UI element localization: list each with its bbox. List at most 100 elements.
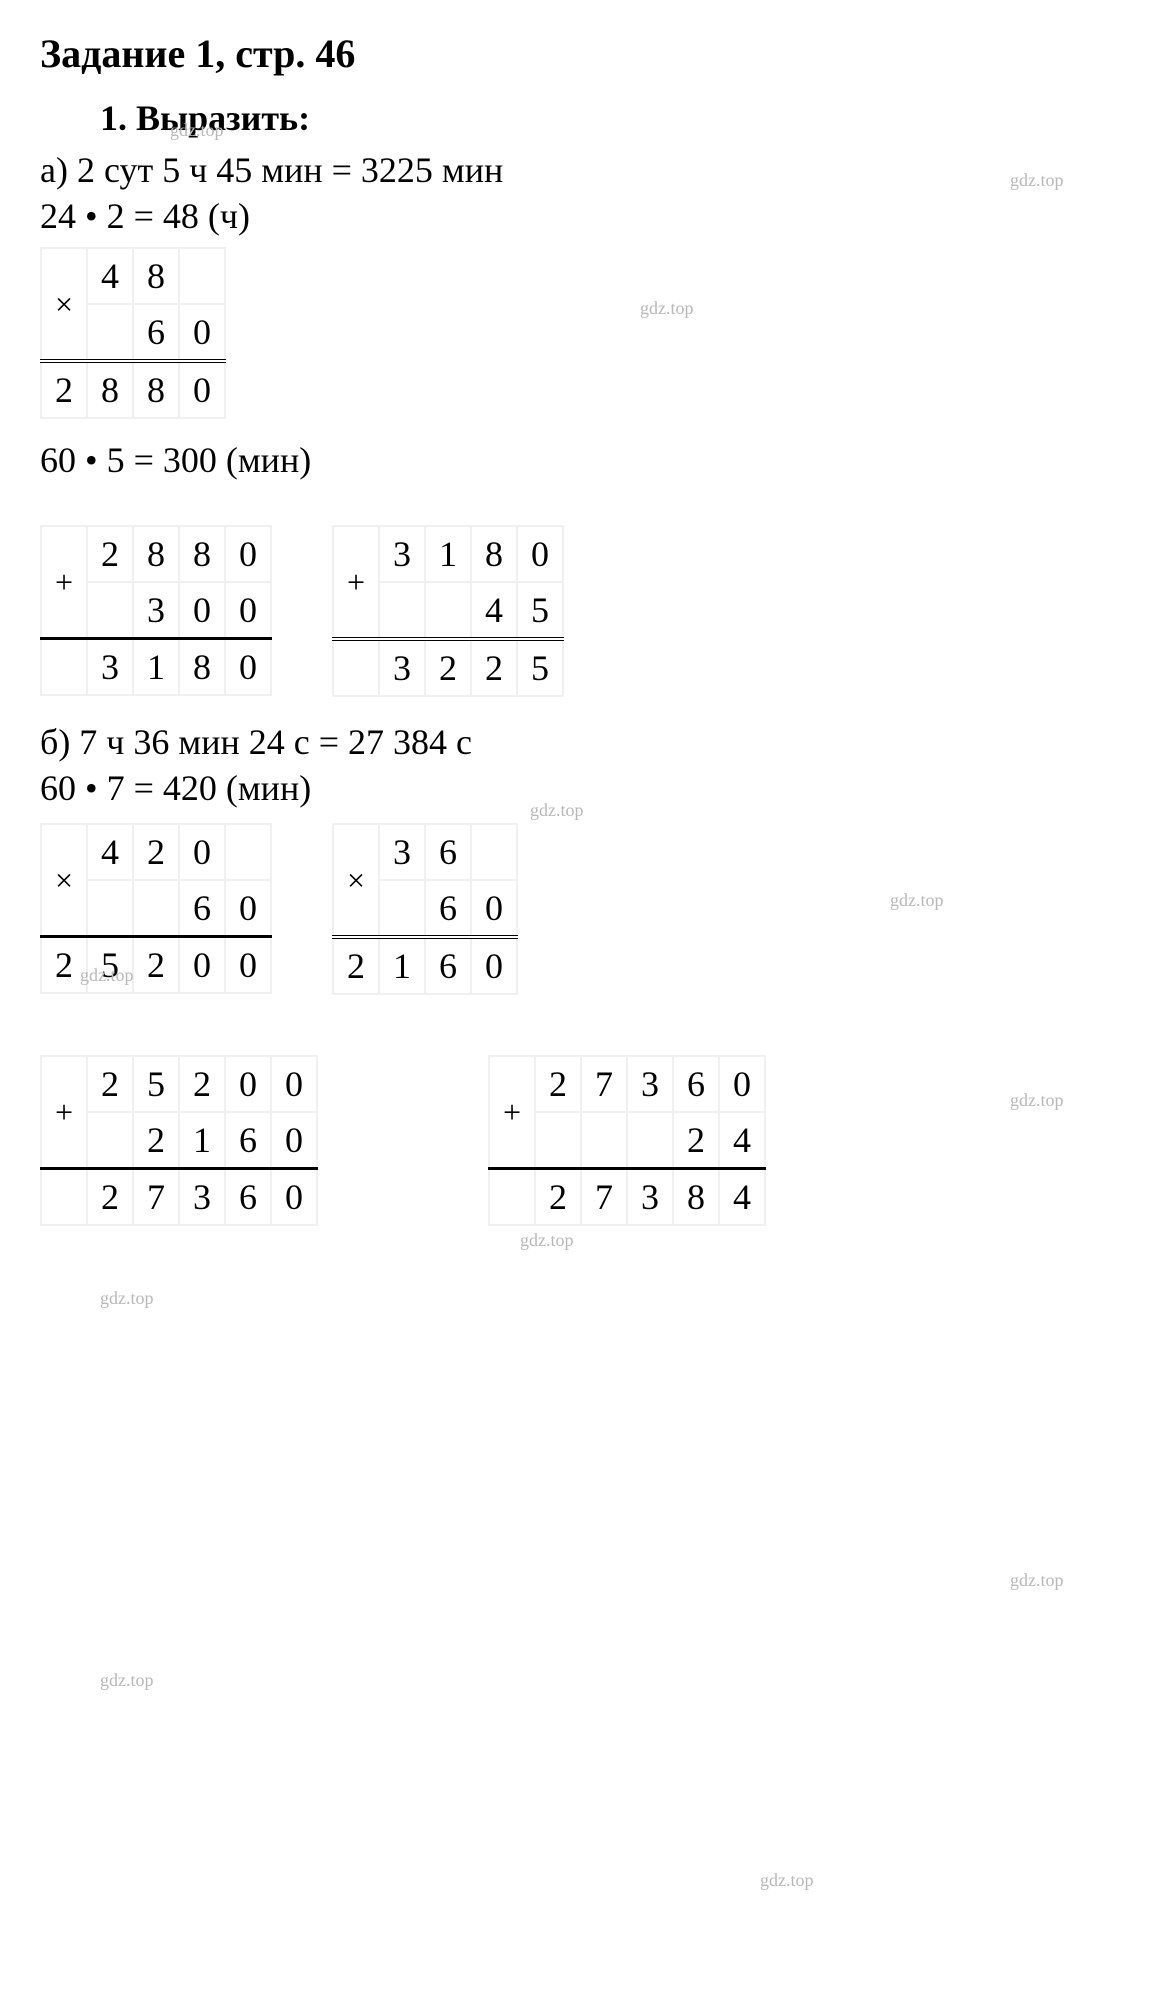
cell bbox=[225, 824, 271, 880]
cell: 3 bbox=[379, 639, 425, 696]
cell: 6 bbox=[179, 880, 225, 937]
part-b-label: б) 7 ч 36 мин 24 с = 27 384 с bbox=[40, 721, 1120, 763]
cell: 0 bbox=[471, 880, 517, 937]
cell bbox=[535, 1112, 581, 1169]
watermark-text: gdz.top bbox=[100, 1288, 154, 1309]
cell: 0 bbox=[225, 526, 271, 582]
cell bbox=[87, 1112, 133, 1169]
cell bbox=[425, 582, 471, 639]
cell: 6 bbox=[425, 880, 471, 937]
table-pair-2: ×4206025200 ×36602160 bbox=[40, 813, 1120, 1015]
watermark-text: gdz.top bbox=[1010, 1090, 1064, 1111]
cell bbox=[333, 639, 379, 696]
cell: 2 bbox=[87, 526, 133, 582]
cell: 3 bbox=[87, 639, 133, 696]
cell bbox=[627, 1112, 673, 1169]
cell: 2 bbox=[133, 937, 179, 994]
cell bbox=[87, 304, 133, 361]
cell: 0 bbox=[179, 304, 225, 361]
cell: 2 bbox=[179, 1056, 225, 1112]
cell: 5 bbox=[517, 582, 563, 639]
table-1-container: ×48602880 bbox=[40, 247, 1120, 419]
cell: 2 bbox=[425, 639, 471, 696]
arithmetic-table: ×36602160 bbox=[332, 823, 518, 995]
cell: 0 bbox=[179, 361, 225, 418]
cell: 2 bbox=[133, 824, 179, 880]
watermark-text: gdz.top bbox=[520, 1230, 574, 1251]
arithmetic-table: +3180453225 bbox=[332, 525, 564, 697]
arithmetic-table: +25200216027360 bbox=[40, 1055, 318, 1226]
cell: 6 bbox=[133, 304, 179, 361]
cell: 4 bbox=[719, 1112, 765, 1169]
cell: 3 bbox=[379, 526, 425, 582]
cell: 3 bbox=[379, 824, 425, 880]
watermark-text: gdz.top bbox=[80, 965, 134, 986]
cell bbox=[133, 880, 179, 937]
cell: 4 bbox=[719, 1169, 765, 1226]
cell: 0 bbox=[225, 880, 271, 937]
arithmetic-table: +28803003180 bbox=[40, 525, 272, 696]
operation-symbol: + bbox=[41, 526, 87, 639]
cell: 2 bbox=[333, 937, 379, 994]
arithmetic-table: ×4206025200 bbox=[40, 823, 272, 994]
part-a-calc1: 24 • 2 = 48 (ч) bbox=[40, 195, 1120, 237]
cell: 3 bbox=[627, 1056, 673, 1112]
cell: 1 bbox=[379, 937, 425, 994]
cell: 0 bbox=[225, 1056, 271, 1112]
cell bbox=[87, 582, 133, 639]
cell: 0 bbox=[179, 824, 225, 880]
cell: 8 bbox=[673, 1169, 719, 1226]
cell: 2 bbox=[535, 1056, 581, 1112]
table-2-container: +28803003180 bbox=[40, 515, 272, 716]
cell: 2 bbox=[673, 1112, 719, 1169]
table-4-container: ×4206025200 bbox=[40, 813, 272, 1014]
cell bbox=[179, 248, 225, 304]
cell bbox=[41, 1169, 87, 1226]
cell bbox=[87, 880, 133, 937]
cell: 2 bbox=[535, 1169, 581, 1226]
part-a-label: а) 2 сут 5 ч 45 мин = 3225 мин bbox=[40, 149, 1120, 191]
cell: 4 bbox=[471, 582, 517, 639]
cell: 1 bbox=[425, 526, 471, 582]
section-heading-row: 1. Выразить: bbox=[100, 97, 1120, 139]
cell bbox=[471, 824, 517, 880]
cell: 8 bbox=[133, 361, 179, 418]
page-title: Задание 1, стр. 46 bbox=[40, 30, 1120, 77]
cell: 4 bbox=[87, 248, 133, 304]
watermark-text: gdz.top bbox=[170, 120, 224, 141]
operation-symbol: + bbox=[333, 526, 379, 639]
watermark-text: gdz.top bbox=[1010, 170, 1064, 191]
cell: 3 bbox=[627, 1169, 673, 1226]
cell: 2 bbox=[41, 361, 87, 418]
cell: 2 bbox=[471, 639, 517, 696]
cell: 0 bbox=[719, 1056, 765, 1112]
watermark-text: gdz.top bbox=[530, 800, 584, 821]
cell bbox=[41, 639, 87, 696]
cell: 5 bbox=[517, 639, 563, 696]
operation-symbol: + bbox=[41, 1056, 87, 1169]
cell: 0 bbox=[225, 937, 271, 994]
table-5-container: ×36602160 bbox=[332, 813, 518, 1015]
cell: 0 bbox=[471, 937, 517, 994]
operation-symbol: × bbox=[41, 248, 87, 361]
cell: 0 bbox=[225, 639, 271, 696]
cell: 6 bbox=[425, 937, 471, 994]
cell: 6 bbox=[425, 824, 471, 880]
cell: 0 bbox=[225, 582, 271, 639]
table-3-container: +3180453225 bbox=[332, 515, 564, 717]
cell: 1 bbox=[179, 1112, 225, 1169]
watermark-text: gdz.top bbox=[890, 890, 944, 911]
cell: 8 bbox=[133, 526, 179, 582]
cell: 8 bbox=[87, 361, 133, 418]
part-a-calc2: 60 • 5 = 300 (мин) bbox=[40, 439, 1120, 481]
watermark-text: gdz.top bbox=[640, 298, 694, 319]
cell: 6 bbox=[225, 1112, 271, 1169]
cell: 7 bbox=[581, 1056, 627, 1112]
cell: 0 bbox=[271, 1112, 317, 1169]
operation-symbol: + bbox=[489, 1056, 535, 1169]
table-pair-3: +25200216027360 +273602427384 bbox=[40, 1045, 1120, 1246]
watermark-text: gdz.top bbox=[760, 1870, 814, 1891]
cell: 0 bbox=[271, 1169, 317, 1226]
cell bbox=[581, 1112, 627, 1169]
cell: 7 bbox=[133, 1169, 179, 1226]
